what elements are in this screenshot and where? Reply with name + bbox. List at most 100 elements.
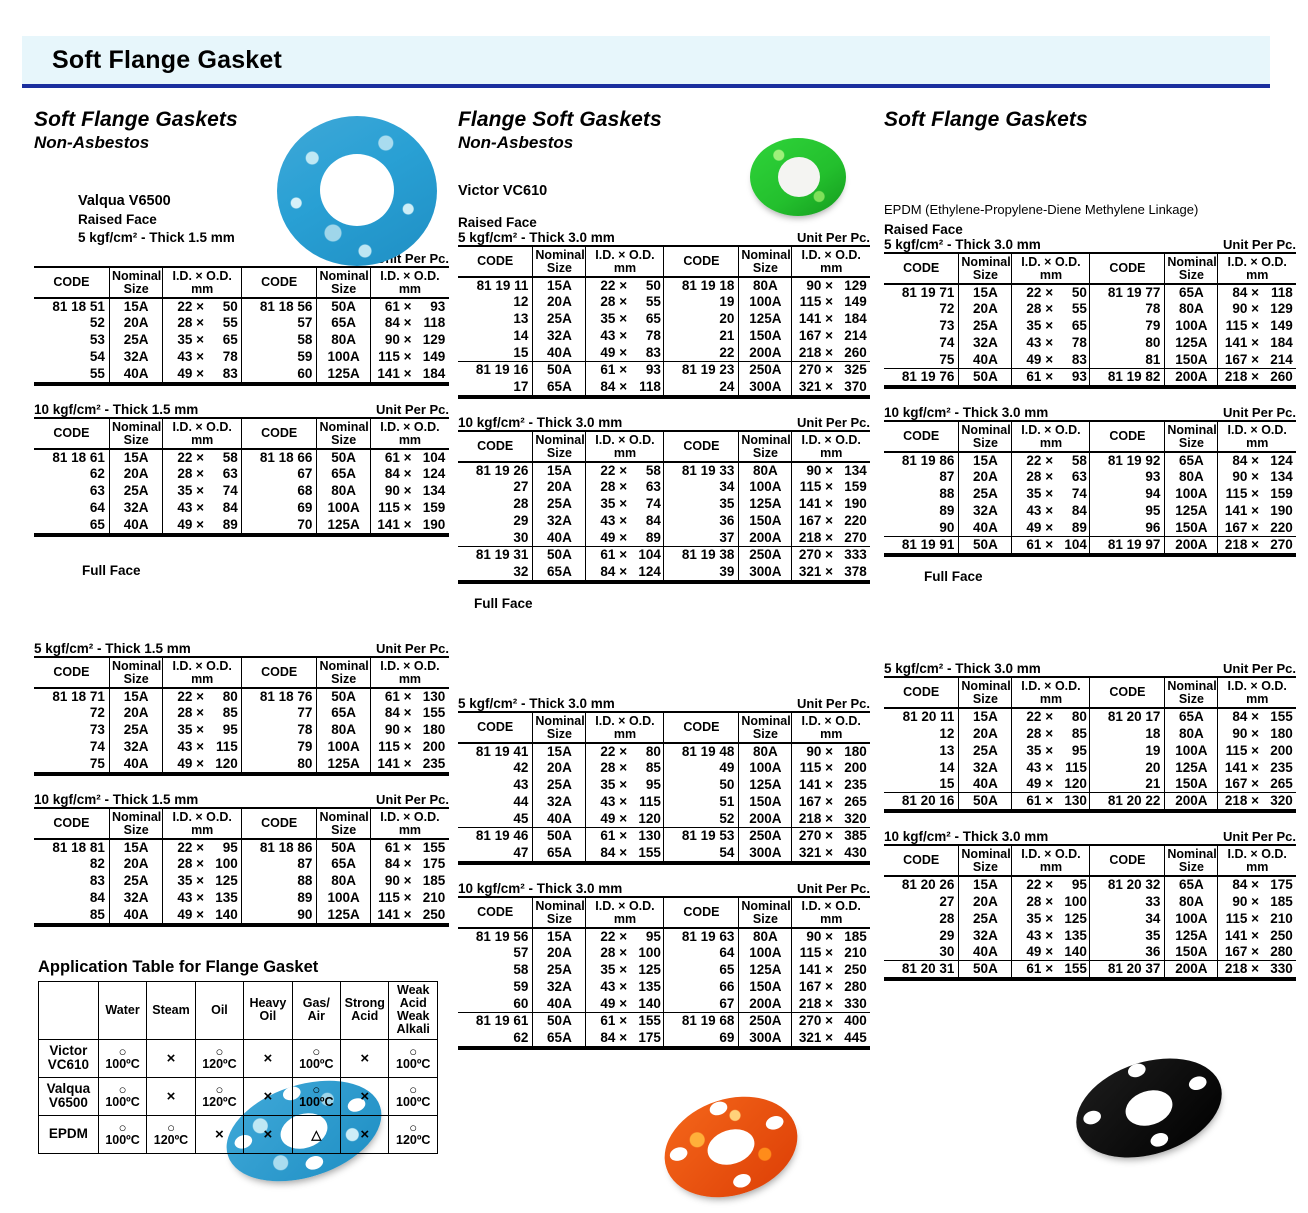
section-subtitle: Non-Asbestos [34,132,150,152]
cell-code: 81 18 51 [52,298,105,314]
cell-nominal-size: 100A [1164,741,1218,759]
gasket-spec-table: CODE Nominal Size I.D. × O.D. mm CODE Nominal S… [458,895,870,1048]
table-row: 28 25A 35 × 74 35 125A 141 × 190 [458,495,870,513]
compatibility-cell: × [194,1114,245,1154]
compatibility-symbol: ○ [118,1119,127,1135]
cell-id-od: 141 × 250 [1217,926,1296,944]
cell-id-od: 28 × 85 [585,759,664,777]
compatibility-cell: ○ 100ºC [97,1076,148,1116]
gasket-photo-full-face [1063,1040,1235,1175]
cell-code: 72 [939,301,955,317]
cell-code: 81 20 11 [902,709,955,724]
cell-nominal-size: 32A [108,348,163,366]
cell-code: 95 [1089,502,1165,520]
cell-id-od: 141 × 184 [791,310,870,328]
application-table-title: Application Table for Flange Gasket [38,958,319,976]
col-header-id-od: I.D. × O.D. mm [585,429,664,463]
compatibility-cell: ○ 120ºC [194,1038,245,1078]
table-caption-row: 10 kgf/cm² - Thick 1.5 mm Unit Per Pc. [34,402,449,417]
cell-id-od: 167 × 220 [1217,519,1296,537]
col-header-nominal-size: Nominal Size [316,265,371,299]
cell-code: 82 [89,856,105,872]
cell-code: 36 [663,512,739,530]
compatibility-cell: × [243,1114,293,1154]
cell-id-od: 90 × 180 [1217,724,1296,742]
cell-nominal-size: 100A [738,293,792,311]
cell-code: 65 [663,961,739,979]
cell-code: 47 [458,844,533,863]
col-header-nominal-size: Nominal Size [316,806,371,840]
col-header-nominal-size: Nominal Size [108,416,163,450]
col-header-id-od: I.D. × O.D. mm [1217,251,1296,285]
cell-nominal-size: 40A [532,810,586,828]
cell-nominal-size: 32A [108,738,163,756]
cell-nominal-size: 15A [532,461,586,479]
cell-nominal-size: 32A [958,758,1012,776]
spec-table-wrapper: CODE Nominal Size I.D. × O.D. mm CODE Nominal S… [34,655,449,776]
cell-code: 85 [34,906,110,925]
cell-nominal-size: 80A [1164,892,1218,910]
cell-nominal-size: 15A [108,448,163,466]
table-caption-row: 10 kgf/cm² - Thick 3.0 mm Unit Per Pc. [458,881,870,896]
full-face-label: Full Face [924,568,983,584]
cell-nominal-size: 125A [1164,334,1218,352]
compatibility-symbol: × [263,1049,273,1067]
brand-label: Victor VC610 [458,182,548,199]
page-header-banner [22,36,1270,88]
cell-nominal-size: 100A [738,944,792,962]
table-row: 64 32A 43 × 84 69 100A 115 × 159 [34,499,449,517]
cell-nominal-size: 15A [532,276,586,294]
table-row: 74 32A 43 × 115 79 100A 115 × 200 [34,738,449,756]
cell-code: 88 [240,872,317,890]
col-header-code: CODE [1089,675,1165,709]
cell-nominal-size: 32A [532,327,586,345]
table-row: 14 32A 43 × 78 21 150A 167 × 214 [458,327,870,345]
cell-code: 81 19 31 [458,546,533,564]
cell-code: 89 [240,889,317,907]
cell-nominal-size: 300A [738,1029,792,1048]
cell-nominal-size: 100A [1164,485,1218,503]
cell-id-od: 84 × 124 [1217,451,1296,469]
col-header-code: CODE [884,843,959,877]
cell-code: 44 [513,794,529,810]
cell-id-od: 141 × 190 [369,516,449,535]
cell-id-od: 90 × 134 [791,461,870,479]
cell-code: 87 [240,855,317,873]
cell-code: 60 [240,365,317,384]
cell-code: 89 [939,503,955,519]
cell-code: 29 [939,927,955,943]
table-row: 81 19 41 15A 22 × 80 81 19 48 80A 90 × 180 [458,742,870,760]
cell-id-od: 90 × 134 [369,482,449,500]
cell-nominal-size: 65A [316,855,371,873]
cell-nominal-size: 200A [1164,792,1218,811]
col-header-code: CODE [240,265,317,299]
compatibility-cell: × [146,1076,196,1116]
table-caption-row: 5 kgf/cm² - Thick 3.0 mm Unit Per Pc. [884,237,1296,252]
product-column-right: Soft Flange Gaskets EPDM (Ethylene-Propyl… [884,108,1296,1175]
cell-nominal-size: 15A [958,707,1012,725]
cell-id-od: 321 × 378 [791,563,870,582]
brand-label: Valqua V6500 [78,192,171,209]
col-header-id-od: I.D. × O.D. mm [369,416,449,450]
cell-id-od: 167 × 280 [1217,943,1296,961]
col-header-code: CODE [34,265,110,299]
col-header-nominal-size: Nominal Size [532,429,586,463]
cell-nominal-size: 100A [738,759,792,777]
cell-id-od: 167 × 265 [791,793,870,811]
compatibility-symbol: ○ [167,1119,175,1135]
table-row: 75 40A 49 × 83 81 150A 167 × 214 [884,351,1296,369]
table-row: 63 25A 35 × 74 68 80A 90 × 134 [34,482,449,500]
cell-nominal-size: 125A [1164,926,1218,944]
product-column-left: Soft Flange Gaskets Non-Asbestos Valqua V6… [34,108,449,1199]
cell-code: 78 [240,721,317,739]
cell-nominal-size: 50A [316,297,371,315]
table-row: 55 40A 49 × 83 60 125A 141 × 184 [34,365,449,384]
table-row: 87 20A 28 × 63 93 80A 90 × 134 [884,468,1296,486]
cell-nominal-size: 80A [738,927,792,945]
cell-nominal-size: 20A [108,855,163,873]
cell-id-od: 49 × 120 [162,755,242,774]
cell-code: 43 [513,777,529,793]
cell-code: 34 [663,478,739,496]
col-header-code: CODE [240,806,317,840]
max-temperature: 120ºC [396,1132,431,1147]
